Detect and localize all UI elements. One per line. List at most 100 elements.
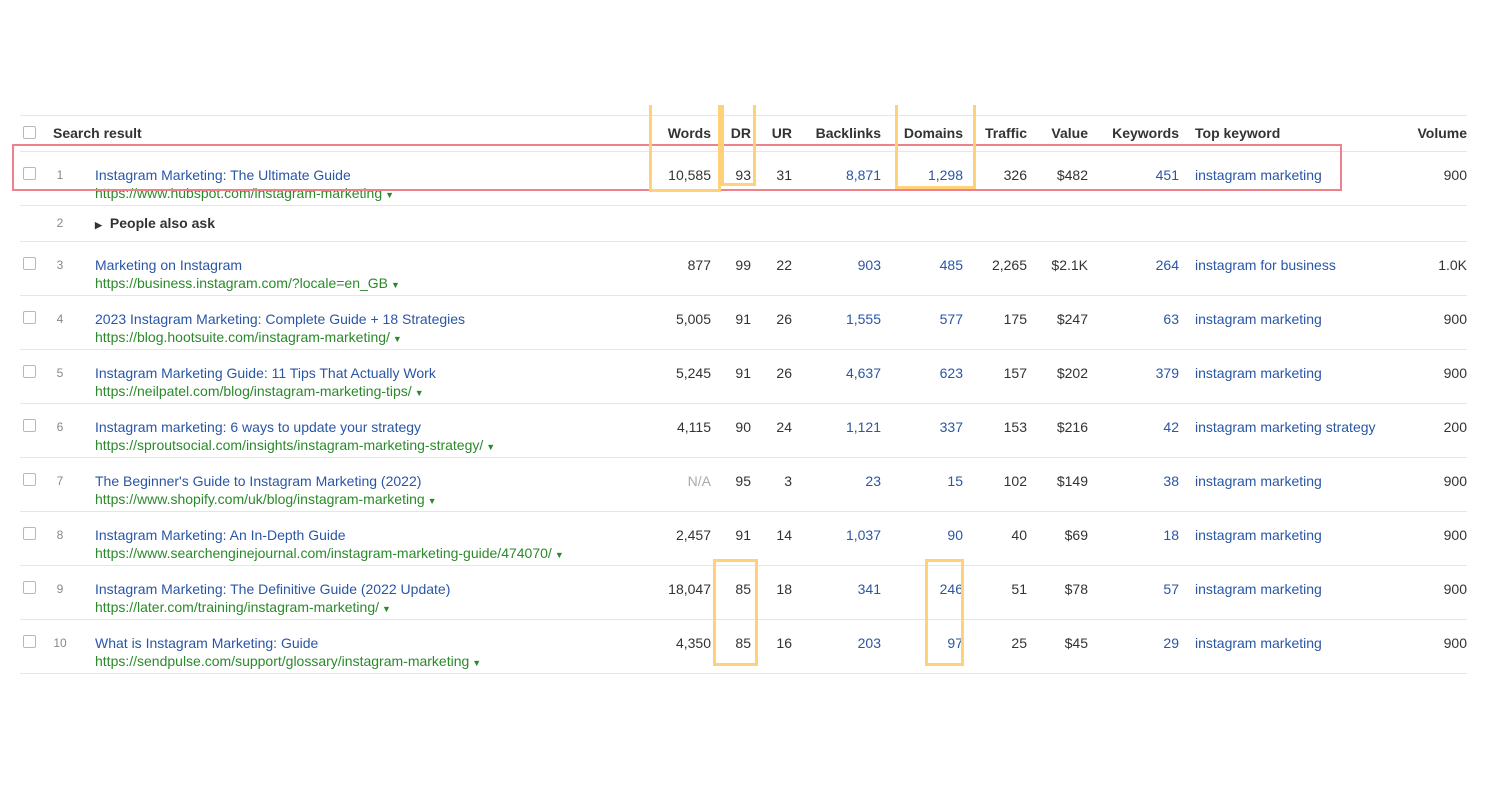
caret-down-icon[interactable]: ▼ — [382, 604, 391, 614]
result-url[interactable]: https://www.searchenginejournal.com/inst… — [95, 545, 564, 561]
top-keyword-link[interactable]: instagram for business — [1195, 257, 1336, 273]
backlinks-link[interactable]: 903 — [857, 257, 881, 273]
row-checkbox[interactable] — [23, 311, 36, 324]
result-title-link[interactable]: Instagram Marketing: An In-Depth Guide — [95, 527, 346, 543]
backlinks-link[interactable]: 1,555 — [845, 311, 881, 327]
result-url-text[interactable]: https://blog.hootsuite.com/instagram-mar… — [95, 329, 390, 345]
col-volume[interactable]: Volume — [1417, 125, 1467, 141]
result-url[interactable]: https://sendpulse.com/support/glossary/i… — [95, 653, 481, 669]
backlinks-link[interactable]: 1,037 — [845, 527, 881, 543]
backlinks-link[interactable]: 341 — [857, 581, 881, 597]
col-top-keyword[interactable]: Top keyword — [1195, 125, 1281, 141]
row-checkbox[interactable] — [23, 527, 36, 540]
caret-down-icon[interactable]: ▼ — [472, 658, 482, 668]
domains-link[interactable]: 337 — [939, 419, 963, 435]
col-domains[interactable]: Domains — [903, 125, 963, 141]
people-also-ask-toggle[interactable]: ▶ People also ask — [95, 215, 215, 231]
col-keywords[interactable]: Keywords — [1112, 125, 1179, 141]
col-traffic[interactable]: Traffic — [984, 125, 1027, 141]
top-keyword-link[interactable]: instagram marketing — [1195, 365, 1322, 381]
top-keyword-link[interactable]: instagram marketing — [1195, 311, 1322, 327]
backlinks-link[interactable]: 1,121 — [845, 419, 881, 435]
domains-link[interactable]: 577 — [939, 311, 963, 327]
result-url[interactable]: https://business.instagram.com/?locale=e… — [95, 275, 400, 291]
col-search-result[interactable]: Search result — [53, 125, 142, 141]
table-row: 5 Instagram Marketing Guide: 11 Tips Tha… — [20, 350, 1467, 404]
row-checkbox[interactable] — [23, 581, 36, 594]
keywords-link[interactable]: 451 — [1155, 167, 1179, 183]
keywords-link[interactable]: 38 — [1163, 473, 1179, 489]
col-ur[interactable]: UR — [771, 125, 792, 141]
caret-down-icon[interactable]: ▼ — [414, 388, 424, 398]
caret-down-icon[interactable]: ▼ — [554, 550, 564, 560]
words-value: 5,005 — [675, 311, 711, 327]
result-url[interactable]: https://blog.hootsuite.com/instagram-mar… — [95, 329, 402, 345]
caret-down-icon[interactable]: ▼ — [486, 442, 496, 452]
row-checkbox[interactable] — [23, 419, 36, 432]
col-backlinks[interactable]: Backlinks — [815, 125, 881, 141]
caret-down-icon[interactable]: ▼ — [392, 334, 402, 344]
row-checkbox[interactable] — [23, 365, 36, 378]
people-also-ask-row[interactable]: 2 ▶ People also ask — [20, 206, 1467, 242]
ur-value: 26 — [776, 365, 792, 381]
caret-down-icon[interactable]: ▼ — [391, 280, 400, 290]
result-url-text[interactable]: https://later.com/training/instagram-mar… — [95, 599, 380, 615]
dr-value: 85 — [735, 581, 751, 597]
top-keyword-link[interactable]: instagram marketing — [1195, 473, 1322, 489]
top-keyword-link[interactable]: instagram marketing — [1195, 527, 1322, 543]
keywords-link[interactable]: 379 — [1155, 365, 1179, 381]
caret-down-icon[interactable]: ▼ — [427, 496, 437, 506]
top-keyword-link[interactable]: instagram marketing — [1195, 635, 1322, 651]
backlinks-link[interactable]: 23 — [865, 473, 881, 489]
keywords-link[interactable]: 57 — [1163, 581, 1179, 597]
domains-link[interactable]: 485 — [939, 257, 963, 273]
result-title-link[interactable]: Marketing on Instagram — [95, 257, 243, 273]
domains-link[interactable]: 90 — [947, 527, 963, 543]
result-title-link[interactable]: The Beginner's Guide to Instagram Market… — [95, 473, 422, 489]
result-url-text[interactable]: https://www.searchenginejournal.com/inst… — [95, 545, 552, 561]
backlinks-link[interactable]: 4,637 — [845, 365, 881, 381]
col-words[interactable]: Words — [667, 125, 711, 141]
select-all-checkbox[interactable] — [23, 126, 36, 139]
row-checkbox[interactable] — [23, 257, 36, 270]
domains-link[interactable]: 246 — [939, 581, 963, 597]
top-keyword-link[interactable]: instagram marketing — [1195, 581, 1322, 597]
top-keyword-link[interactable]: instagram marketing strategy — [1195, 419, 1376, 435]
domains-link[interactable]: 15 — [947, 473, 963, 489]
backlinks-link[interactable]: 8,871 — [845, 167, 881, 183]
row-checkbox[interactable] — [23, 635, 36, 648]
keywords-link[interactable]: 29 — [1163, 635, 1179, 651]
result-url-text[interactable]: https://www.hubspot.com/instagram-market… — [95, 185, 383, 201]
result-url-text[interactable]: https://business.instagram.com/?locale=e… — [95, 275, 388, 291]
result-title-link[interactable]: What is Instagram Marketing: Guide — [95, 635, 319, 651]
caret-down-icon[interactable]: ▼ — [385, 190, 395, 200]
result-url[interactable]: https://later.com/training/instagram-mar… — [95, 599, 391, 615]
result-url-text[interactable]: https://neilpatel.com/blog/instagram-mar… — [95, 383, 412, 399]
dr-value: 91 — [735, 365, 751, 381]
domains-link[interactable]: 1,298 — [927, 167, 963, 183]
keywords-link[interactable]: 264 — [1155, 257, 1179, 273]
top-keyword-link[interactable]: instagram marketing — [1195, 167, 1322, 183]
result-url[interactable]: https://sproutsocial.com/insights/instag… — [95, 437, 495, 453]
result-title-link[interactable]: Instagram marketing: 6 ways to update yo… — [95, 419, 422, 435]
keywords-link[interactable]: 63 — [1163, 311, 1179, 327]
result-url-text[interactable]: https://sendpulse.com/support/glossary/i… — [95, 653, 470, 669]
result-title-link[interactable]: 2023 Instagram Marketing: Complete Guide… — [95, 311, 466, 327]
result-url[interactable]: https://neilpatel.com/blog/instagram-mar… — [95, 383, 424, 399]
result-url[interactable]: https://www.shopify.com/uk/blog/instagra… — [95, 491, 437, 507]
result-url-text[interactable]: https://sproutsocial.com/insights/instag… — [95, 437, 484, 453]
keywords-link[interactable]: 42 — [1163, 419, 1179, 435]
col-dr[interactable]: DR — [730, 125, 751, 141]
result-url[interactable]: https://www.hubspot.com/instagram-market… — [95, 185, 394, 201]
domains-link[interactable]: 97 — [947, 635, 963, 651]
result-title-link[interactable]: Instagram Marketing: The Ultimate Guide — [95, 167, 351, 183]
result-title-link[interactable]: Instagram Marketing Guide: 11 Tips That … — [95, 365, 436, 381]
domains-link[interactable]: 623 — [939, 365, 963, 381]
col-value[interactable]: Value — [1051, 125, 1088, 141]
row-checkbox[interactable] — [23, 473, 36, 486]
result-title-link[interactable]: Instagram Marketing: The Definitive Guid… — [95, 581, 451, 597]
row-checkbox[interactable] — [23, 167, 36, 180]
keywords-link[interactable]: 18 — [1163, 527, 1179, 543]
result-url-text[interactable]: https://www.shopify.com/uk/blog/instagra… — [95, 491, 425, 507]
backlinks-link[interactable]: 203 — [857, 635, 881, 651]
